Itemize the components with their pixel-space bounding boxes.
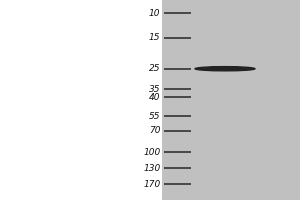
Text: 70: 70	[149, 126, 160, 135]
Text: 25: 25	[149, 64, 160, 73]
Text: 100: 100	[143, 148, 161, 157]
Text: 40: 40	[149, 93, 160, 102]
Text: 130: 130	[143, 164, 161, 173]
Text: 10: 10	[149, 9, 160, 18]
Text: 15: 15	[149, 33, 160, 42]
Text: 55: 55	[149, 112, 160, 121]
Bar	[162, 0, 300, 200]
Text: 170: 170	[143, 180, 161, 189]
Ellipse shape	[195, 67, 255, 71]
Text: 35: 35	[149, 85, 160, 94]
